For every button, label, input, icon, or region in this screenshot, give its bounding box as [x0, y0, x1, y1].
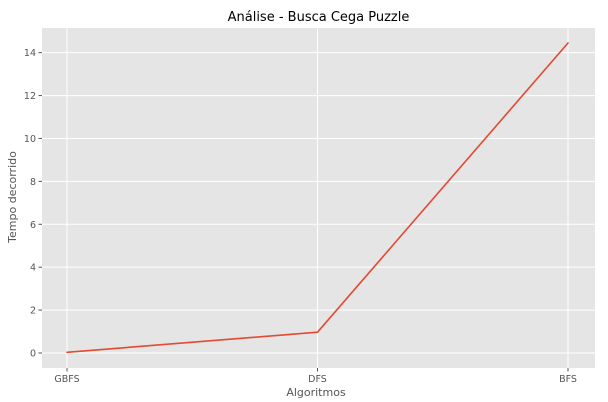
x-tick-label: DFS: [308, 374, 327, 385]
x-axis-ticks: GBFS DFS BFS: [54, 368, 577, 385]
y-tick-label: 10: [24, 134, 36, 145]
y-axis-label: Tempo decorrido: [6, 151, 19, 244]
y-tick-label: 6: [30, 220, 36, 231]
x-gridlines: [66, 28, 569, 368]
x-tick-label: BFS: [559, 374, 577, 385]
y-gridlines: [42, 52, 595, 354]
y-tick-label: 0: [30, 348, 36, 359]
x-tick-label: GBFS: [54, 374, 79, 385]
y-tick-label: 2: [30, 306, 36, 317]
y-tick-label: 8: [30, 177, 36, 188]
y-tick-label: 14: [24, 48, 36, 59]
chart-title: Análise - Busca Cega Puzzle: [228, 10, 410, 25]
y-tick-label: 4: [30, 263, 36, 274]
y-axis-ticks: 0 2 4 6 8 10 12 14: [24, 48, 42, 359]
x-axis-label: Algoritmos: [286, 386, 346, 399]
y-tick-label: 12: [24, 91, 36, 102]
plot-area: [42, 28, 595, 368]
series-layer: [66, 42, 569, 354]
series-line-1: [66, 42, 569, 354]
